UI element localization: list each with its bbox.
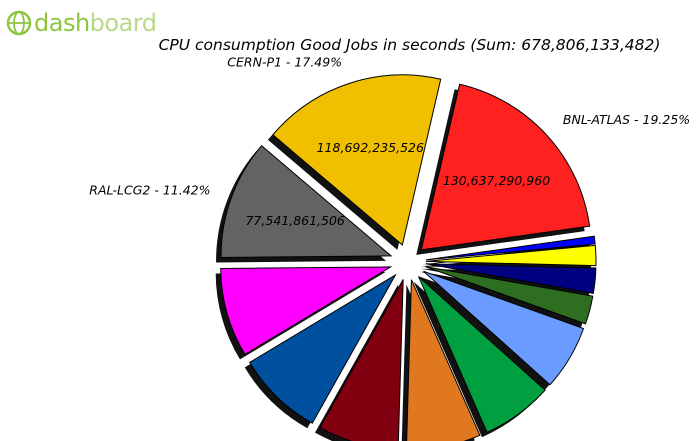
- logo-text-light: board: [89, 9, 157, 37]
- slice-outer-label: RAL-LCG2 - 11.42%: [89, 182, 210, 197]
- slice-value-label: 77,541,861,506: [245, 213, 344, 228]
- pie-slice: [220, 266, 393, 356]
- slice-value-label: 118,692,235,526: [317, 140, 424, 155]
- pie-slice: [425, 235, 596, 261]
- pie-slice: [423, 270, 585, 386]
- slice-value-label: 130,637,290,960: [443, 173, 550, 188]
- globe-icon: [6, 10, 32, 36]
- logo-wordmark: dashboard: [34, 9, 157, 37]
- dashboard-logo: dashboard: [6, 9, 157, 37]
- pie-slice: [418, 276, 546, 433]
- pie-slice: [425, 263, 597, 294]
- pie-slice-bnl-atlas: [420, 83, 591, 251]
- pie-slice: [319, 279, 404, 441]
- pie-slice-cern-p1: [272, 74, 442, 246]
- logo-text-main: dash: [34, 9, 90, 37]
- pie-slice: [425, 244, 597, 267]
- slice-outer-label: BNL-ATLAS - 19.25%: [563, 112, 690, 127]
- pie-slice: [406, 279, 481, 441]
- pie-slice-ral-lcg2: [220, 145, 393, 258]
- pie-slice: [249, 273, 397, 424]
- chart-title: CPU consumption Good Jobs in seconds (Su…: [158, 36, 661, 54]
- slice-outer-label: CERN-P1 - 17.49%: [227, 55, 342, 70]
- pie-slice: [425, 266, 594, 325]
